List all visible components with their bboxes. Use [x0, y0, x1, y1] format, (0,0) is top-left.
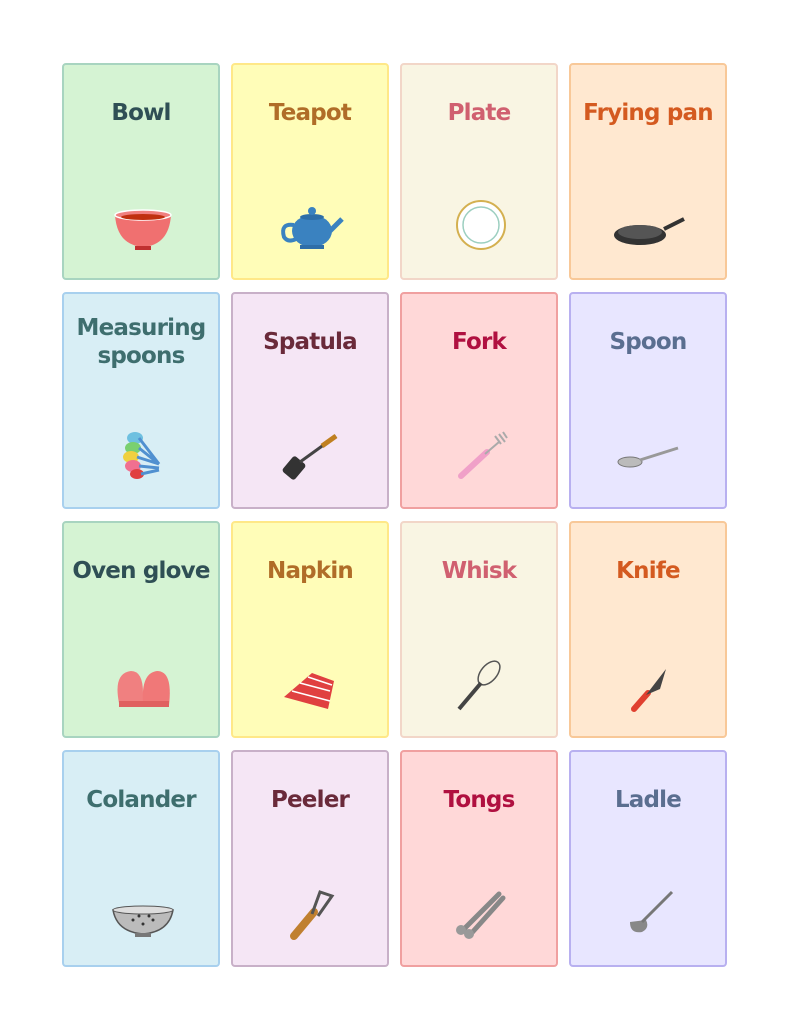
card-label: Bowl: [111, 100, 171, 126]
flashcard-bowl: Bowl: [62, 63, 220, 280]
flashcard-grid: Bowl Teapot Plate Frying pan Measuring spoon…: [62, 63, 727, 967]
measuring-spoons-icon: [123, 432, 161, 479]
fork-icon: [458, 431, 508, 479]
flashcard-teapot: Teapot: [231, 63, 389, 280]
card-label: Whisk: [441, 558, 517, 584]
card-label: Peeler: [270, 787, 350, 813]
card-label: Spatula: [263, 329, 358, 355]
card-label: Oven glove: [72, 558, 210, 584]
flashcard-knife: Knife: [569, 521, 727, 738]
flashcard-spatula: Spatula: [231, 292, 389, 509]
flashcard-oven-glove: Oven glove: [62, 521, 220, 738]
card-label: Knife: [616, 558, 680, 584]
flashcard-napkin: Napkin: [231, 521, 389, 738]
whisk-icon: [457, 660, 501, 711]
card-label: Tongs: [443, 787, 516, 813]
flashcard-ladle: Ladle: [569, 750, 727, 967]
flashcard-tongs: Tongs: [400, 750, 558, 967]
card-label: Plate: [447, 100, 512, 126]
ladle-icon: [630, 890, 674, 933]
peeler-icon: [290, 890, 335, 940]
flashcard-peeler: Peeler: [231, 750, 389, 967]
flashcard-measuring-spoons: Measuring spoons: [62, 292, 220, 509]
tongs-icon: [456, 891, 506, 939]
card-label: Colander: [86, 787, 196, 813]
card-label: Ladle: [614, 787, 682, 813]
bowl-icon: [114, 209, 172, 250]
card-label: Measuring spoons: [76, 315, 207, 369]
flashcard-frying-pan: Frying pan: [569, 63, 727, 280]
card-label: Fork: [451, 329, 507, 355]
flashcard-spoon: Spoon: [569, 292, 727, 509]
spatula-icon: [282, 433, 338, 480]
flashcard-fork: Fork: [400, 292, 558, 509]
frying-pan-icon: [614, 217, 685, 245]
flashcard-colander: Colander: [62, 750, 220, 967]
card-label: Frying pan: [583, 100, 713, 126]
flashcard-plate: Plate: [400, 63, 558, 280]
card-label: Teapot: [268, 100, 352, 126]
teapot-icon: [281, 207, 344, 249]
napkin-icon: [284, 673, 334, 709]
card-label: Spoon: [609, 329, 687, 355]
spoon-icon: [617, 446, 679, 468]
plate-icon: [456, 200, 506, 250]
card-label: Napkin: [267, 558, 354, 584]
flashcard-whisk: Whisk: [400, 521, 558, 738]
colander-icon: [112, 905, 174, 937]
oven-glove-icon: [117, 671, 170, 707]
knife-icon: [631, 669, 666, 712]
